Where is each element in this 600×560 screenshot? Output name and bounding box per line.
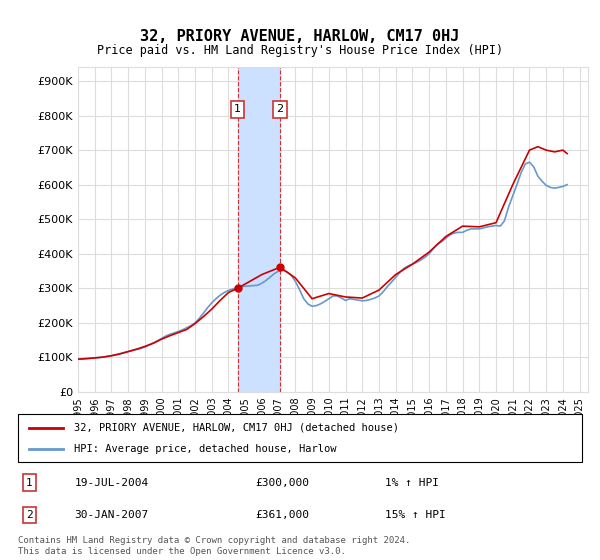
Bar: [238, 67, 280, 392]
Text: 1: 1: [234, 104, 241, 114]
Text: 32, PRIORY AVENUE, HARLOW, CM17 0HJ: 32, PRIORY AVENUE, HARLOW, CM17 0HJ: [140, 29, 460, 44]
Text: Contains HM Land Registry data © Crown copyright and database right 2024.
This d: Contains HM Land Registry data © Crown c…: [18, 536, 410, 556]
Text: £361,000: £361,000: [255, 510, 309, 520]
Text: 2: 2: [26, 510, 32, 520]
Text: 2: 2: [277, 104, 284, 114]
Text: 32, PRIORY AVENUE, HARLOW, CM17 0HJ (detached house): 32, PRIORY AVENUE, HARLOW, CM17 0HJ (det…: [74, 423, 400, 433]
Text: Price paid vs. HM Land Registry's House Price Index (HPI): Price paid vs. HM Land Registry's House …: [97, 44, 503, 57]
Text: £300,000: £300,000: [255, 478, 309, 488]
Text: 19-JUL-2004: 19-JUL-2004: [74, 478, 149, 488]
Text: HPI: Average price, detached house, Harlow: HPI: Average price, detached house, Harl…: [74, 444, 337, 454]
Text: 1% ↑ HPI: 1% ↑ HPI: [385, 478, 439, 488]
Text: 1: 1: [26, 478, 32, 488]
FancyBboxPatch shape: [18, 414, 582, 462]
Text: 15% ↑ HPI: 15% ↑ HPI: [385, 510, 445, 520]
Text: 30-JAN-2007: 30-JAN-2007: [74, 510, 149, 520]
